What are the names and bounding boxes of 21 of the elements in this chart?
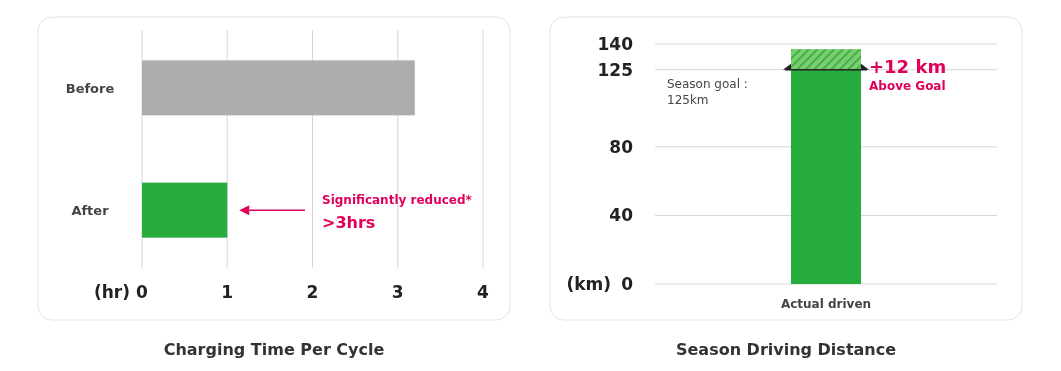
annotation: Above Goal xyxy=(869,79,946,94)
annotation: >3hrs xyxy=(322,213,376,233)
y-tick-label: 125 xyxy=(597,59,633,80)
ref-line-label: Season goal : 125km xyxy=(667,76,748,107)
y-axis-title: (km) xyxy=(566,274,611,294)
text: Season Driving Distance xyxy=(675,340,897,359)
x-tick-label: Actual driven xyxy=(780,297,872,311)
x-tick-label: 0 xyxy=(136,282,149,302)
x-tick-label: 4 xyxy=(477,282,490,302)
y-tick-label: 40 xyxy=(609,205,634,226)
x-tick-label: 1 xyxy=(221,282,234,302)
x-tick-label: 2 xyxy=(306,282,319,302)
text: Charging Time Per Cycle xyxy=(163,340,385,359)
x-tick-label: 3 xyxy=(391,282,404,302)
annotation: +12 km xyxy=(869,56,947,78)
y-tick-label: 140 xyxy=(597,34,634,54)
y-tick-label: 80 xyxy=(609,136,634,157)
x-axis-title: (hr) xyxy=(93,282,130,302)
y-tick-label: Before xyxy=(65,80,115,96)
annotation: Significantly reduced* xyxy=(322,193,473,208)
y-tick-label: After xyxy=(71,203,110,219)
